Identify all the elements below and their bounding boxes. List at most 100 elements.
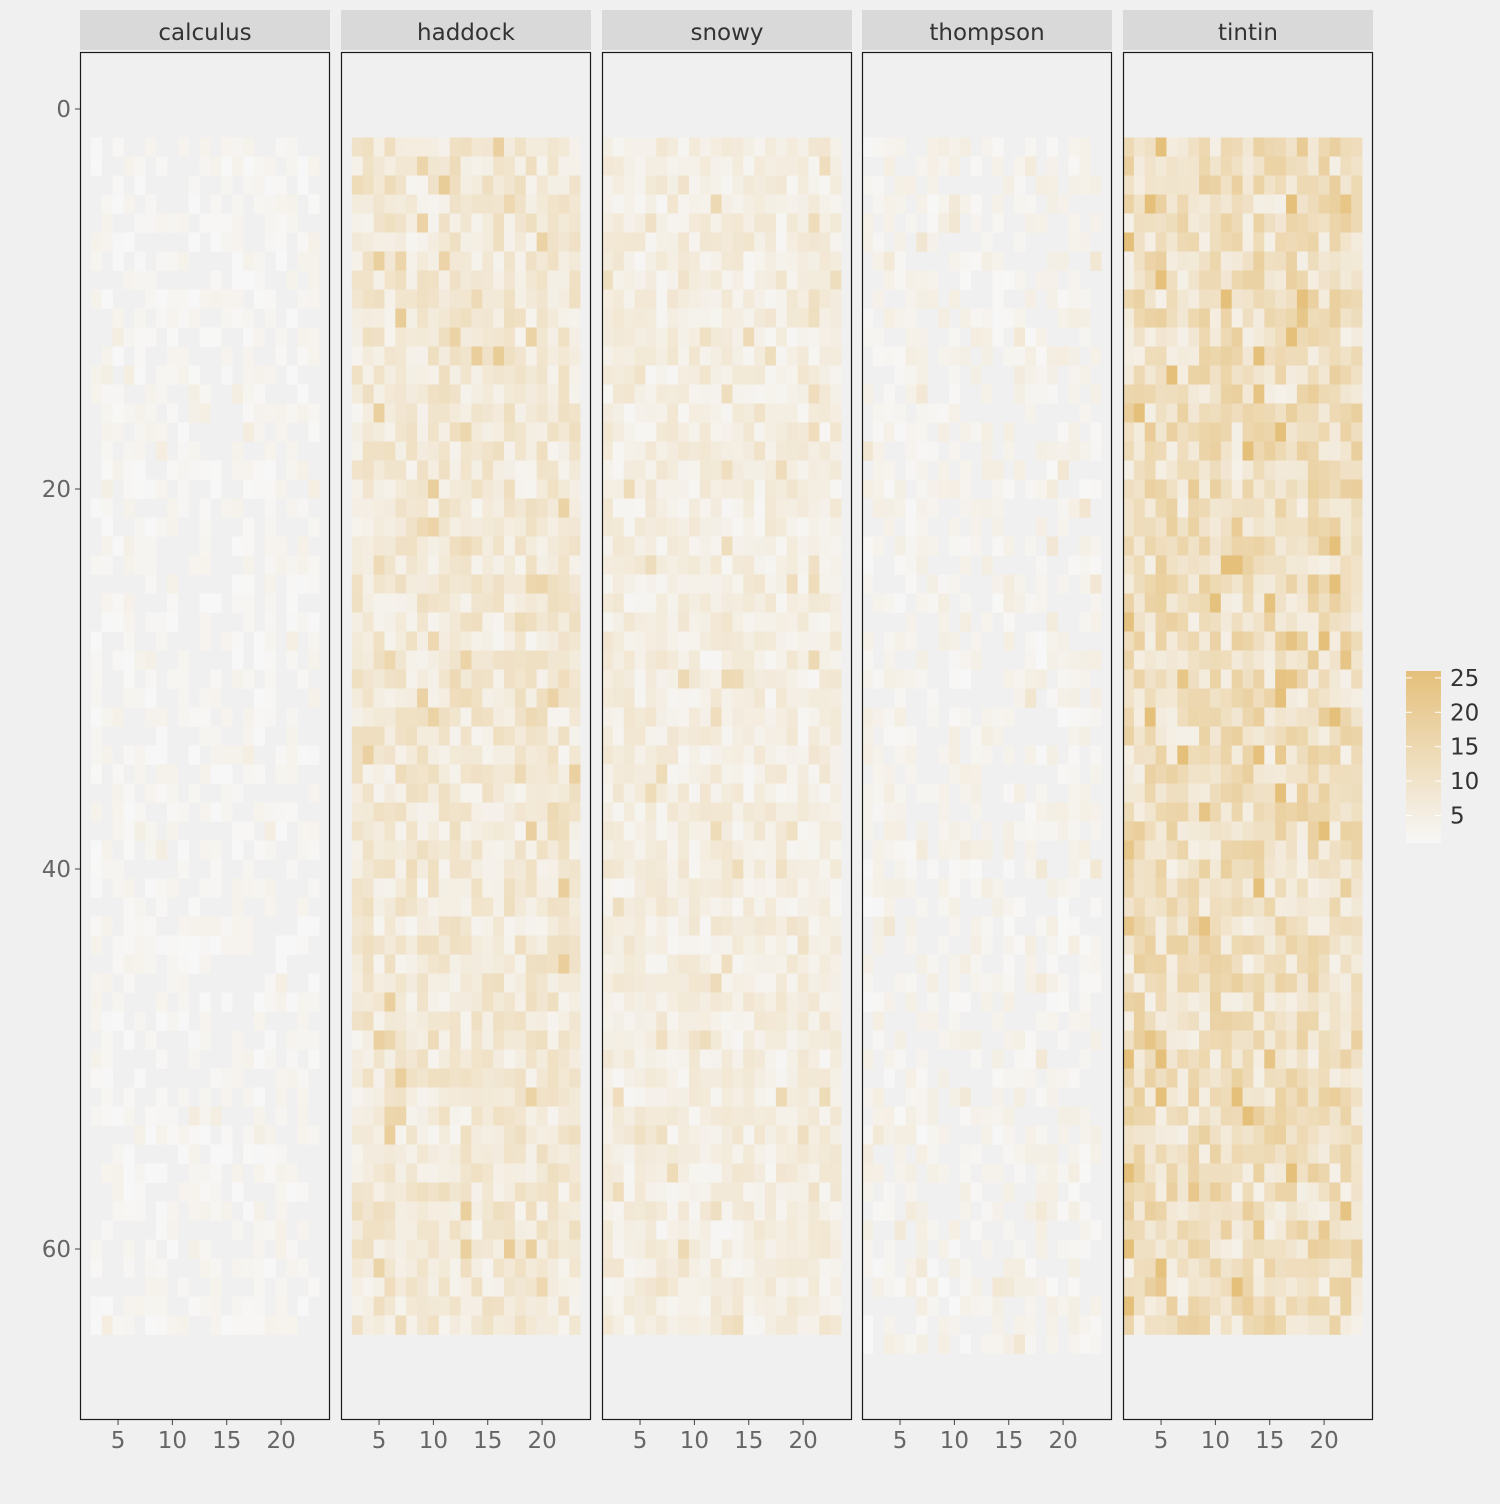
heatmap-tile bbox=[624, 195, 635, 214]
heatmap-tile bbox=[417, 366, 428, 385]
heatmap-tile bbox=[178, 423, 189, 442]
heatmap-tile bbox=[754, 404, 765, 423]
heatmap-tile bbox=[91, 670, 102, 689]
heatmap-tile bbox=[1286, 290, 1297, 309]
heatmap-tile bbox=[971, 1145, 982, 1164]
heatmap-tile bbox=[1079, 955, 1090, 974]
heatmap-tile bbox=[732, 252, 743, 271]
heatmap-tile bbox=[689, 898, 700, 917]
heatmap-tile bbox=[461, 1183, 472, 1202]
heatmap-tile bbox=[743, 1240, 754, 1259]
heatmap-tile bbox=[602, 1183, 613, 1202]
heatmap-tile bbox=[819, 499, 830, 518]
heatmap-tile bbox=[787, 803, 798, 822]
heatmap-tile bbox=[1025, 1126, 1036, 1145]
heatmap-tile bbox=[776, 708, 787, 727]
heatmap-tile bbox=[482, 1126, 493, 1145]
heatmap-tile bbox=[1188, 404, 1199, 423]
heatmap-tile bbox=[287, 1050, 298, 1069]
heatmap-tile bbox=[265, 442, 276, 461]
heatmap-tile bbox=[635, 1316, 646, 1335]
heatmap-tile bbox=[504, 1069, 515, 1088]
heatmap-tile bbox=[384, 1145, 395, 1164]
heatmap-tile bbox=[711, 1183, 722, 1202]
heatmap-tile bbox=[1134, 157, 1145, 176]
heatmap-tile bbox=[461, 651, 472, 670]
heatmap-tile bbox=[819, 1316, 830, 1335]
heatmap-tile bbox=[787, 252, 798, 271]
heatmap-tile bbox=[428, 822, 439, 841]
heatmap-tile bbox=[450, 518, 461, 537]
heatmap-tile bbox=[167, 252, 178, 271]
heatmap-tile bbox=[873, 328, 884, 347]
heatmap-tile bbox=[1210, 556, 1221, 575]
heatmap-tile bbox=[613, 556, 624, 575]
heatmap-tile bbox=[1351, 176, 1362, 195]
heatmap-tile bbox=[558, 1145, 569, 1164]
heatmap-tile bbox=[526, 993, 537, 1012]
heatmap-tile bbox=[569, 442, 580, 461]
heatmap-tile bbox=[765, 955, 776, 974]
heatmap-tile bbox=[722, 575, 733, 594]
heatmap-tile bbox=[678, 1164, 689, 1183]
heatmap-tile bbox=[711, 955, 722, 974]
heatmap-tile bbox=[417, 157, 428, 176]
heatmap-tile bbox=[471, 404, 482, 423]
heatmap-tile bbox=[200, 1012, 211, 1031]
heatmap-tile bbox=[1210, 309, 1221, 328]
heatmap-tile bbox=[895, 1221, 906, 1240]
heatmap-tile bbox=[949, 138, 960, 157]
heatmap-tile bbox=[1177, 423, 1188, 442]
heatmap-tile bbox=[1264, 214, 1275, 233]
heatmap-tile bbox=[1297, 708, 1308, 727]
heatmap-tile bbox=[765, 1107, 776, 1126]
heatmap-tile bbox=[743, 1050, 754, 1069]
heatmap-tile bbox=[406, 803, 417, 822]
heatmap-tile bbox=[254, 1050, 265, 1069]
heatmap-tile bbox=[1330, 708, 1341, 727]
heatmap-tile bbox=[384, 936, 395, 955]
heatmap-tile bbox=[678, 670, 689, 689]
heatmap-tile bbox=[548, 955, 559, 974]
heatmap-tile bbox=[134, 537, 145, 556]
heatmap-tile bbox=[1036, 803, 1047, 822]
heatmap-tile bbox=[395, 1107, 406, 1126]
heatmap-tile bbox=[787, 423, 798, 442]
heatmap-tile bbox=[1188, 328, 1199, 347]
heatmap-tile bbox=[1134, 461, 1145, 480]
heatmap-tile bbox=[667, 1126, 678, 1145]
heatmap-tile bbox=[1079, 1335, 1090, 1354]
heatmap-tile bbox=[210, 480, 221, 499]
heatmap-tile bbox=[265, 803, 276, 822]
heatmap-tile bbox=[123, 879, 134, 898]
heatmap-tile bbox=[482, 993, 493, 1012]
heatmap-tile bbox=[1188, 632, 1199, 651]
heatmap-tile bbox=[200, 594, 211, 613]
heatmap-tile bbox=[1058, 1297, 1069, 1316]
heatmap-tile bbox=[1253, 385, 1264, 404]
heatmap-tile bbox=[938, 898, 949, 917]
heatmap-tile bbox=[602, 1316, 613, 1335]
heatmap-tile bbox=[384, 214, 395, 233]
heatmap-tile bbox=[1319, 138, 1330, 157]
heatmap-tile bbox=[819, 613, 830, 632]
heatmap-tile bbox=[537, 1259, 548, 1278]
heatmap-tile bbox=[1123, 575, 1134, 594]
heatmap-tile bbox=[656, 784, 667, 803]
heatmap-tile bbox=[1297, 176, 1308, 195]
heatmap-tile bbox=[1286, 328, 1297, 347]
heatmap-tile bbox=[960, 1145, 971, 1164]
heatmap-tile bbox=[537, 1031, 548, 1050]
heatmap-tile bbox=[450, 347, 461, 366]
heatmap-tile bbox=[102, 917, 113, 936]
heatmap-tile bbox=[700, 480, 711, 499]
heatmap-tile bbox=[515, 442, 526, 461]
heatmap-tile bbox=[548, 841, 559, 860]
heatmap-tile bbox=[134, 423, 145, 442]
heatmap-tile bbox=[873, 252, 884, 271]
heatmap-tile bbox=[482, 537, 493, 556]
heatmap-tile bbox=[243, 385, 254, 404]
heatmap-tile bbox=[1243, 214, 1254, 233]
heatmap-tile bbox=[417, 176, 428, 195]
heatmap-tile bbox=[526, 271, 537, 290]
